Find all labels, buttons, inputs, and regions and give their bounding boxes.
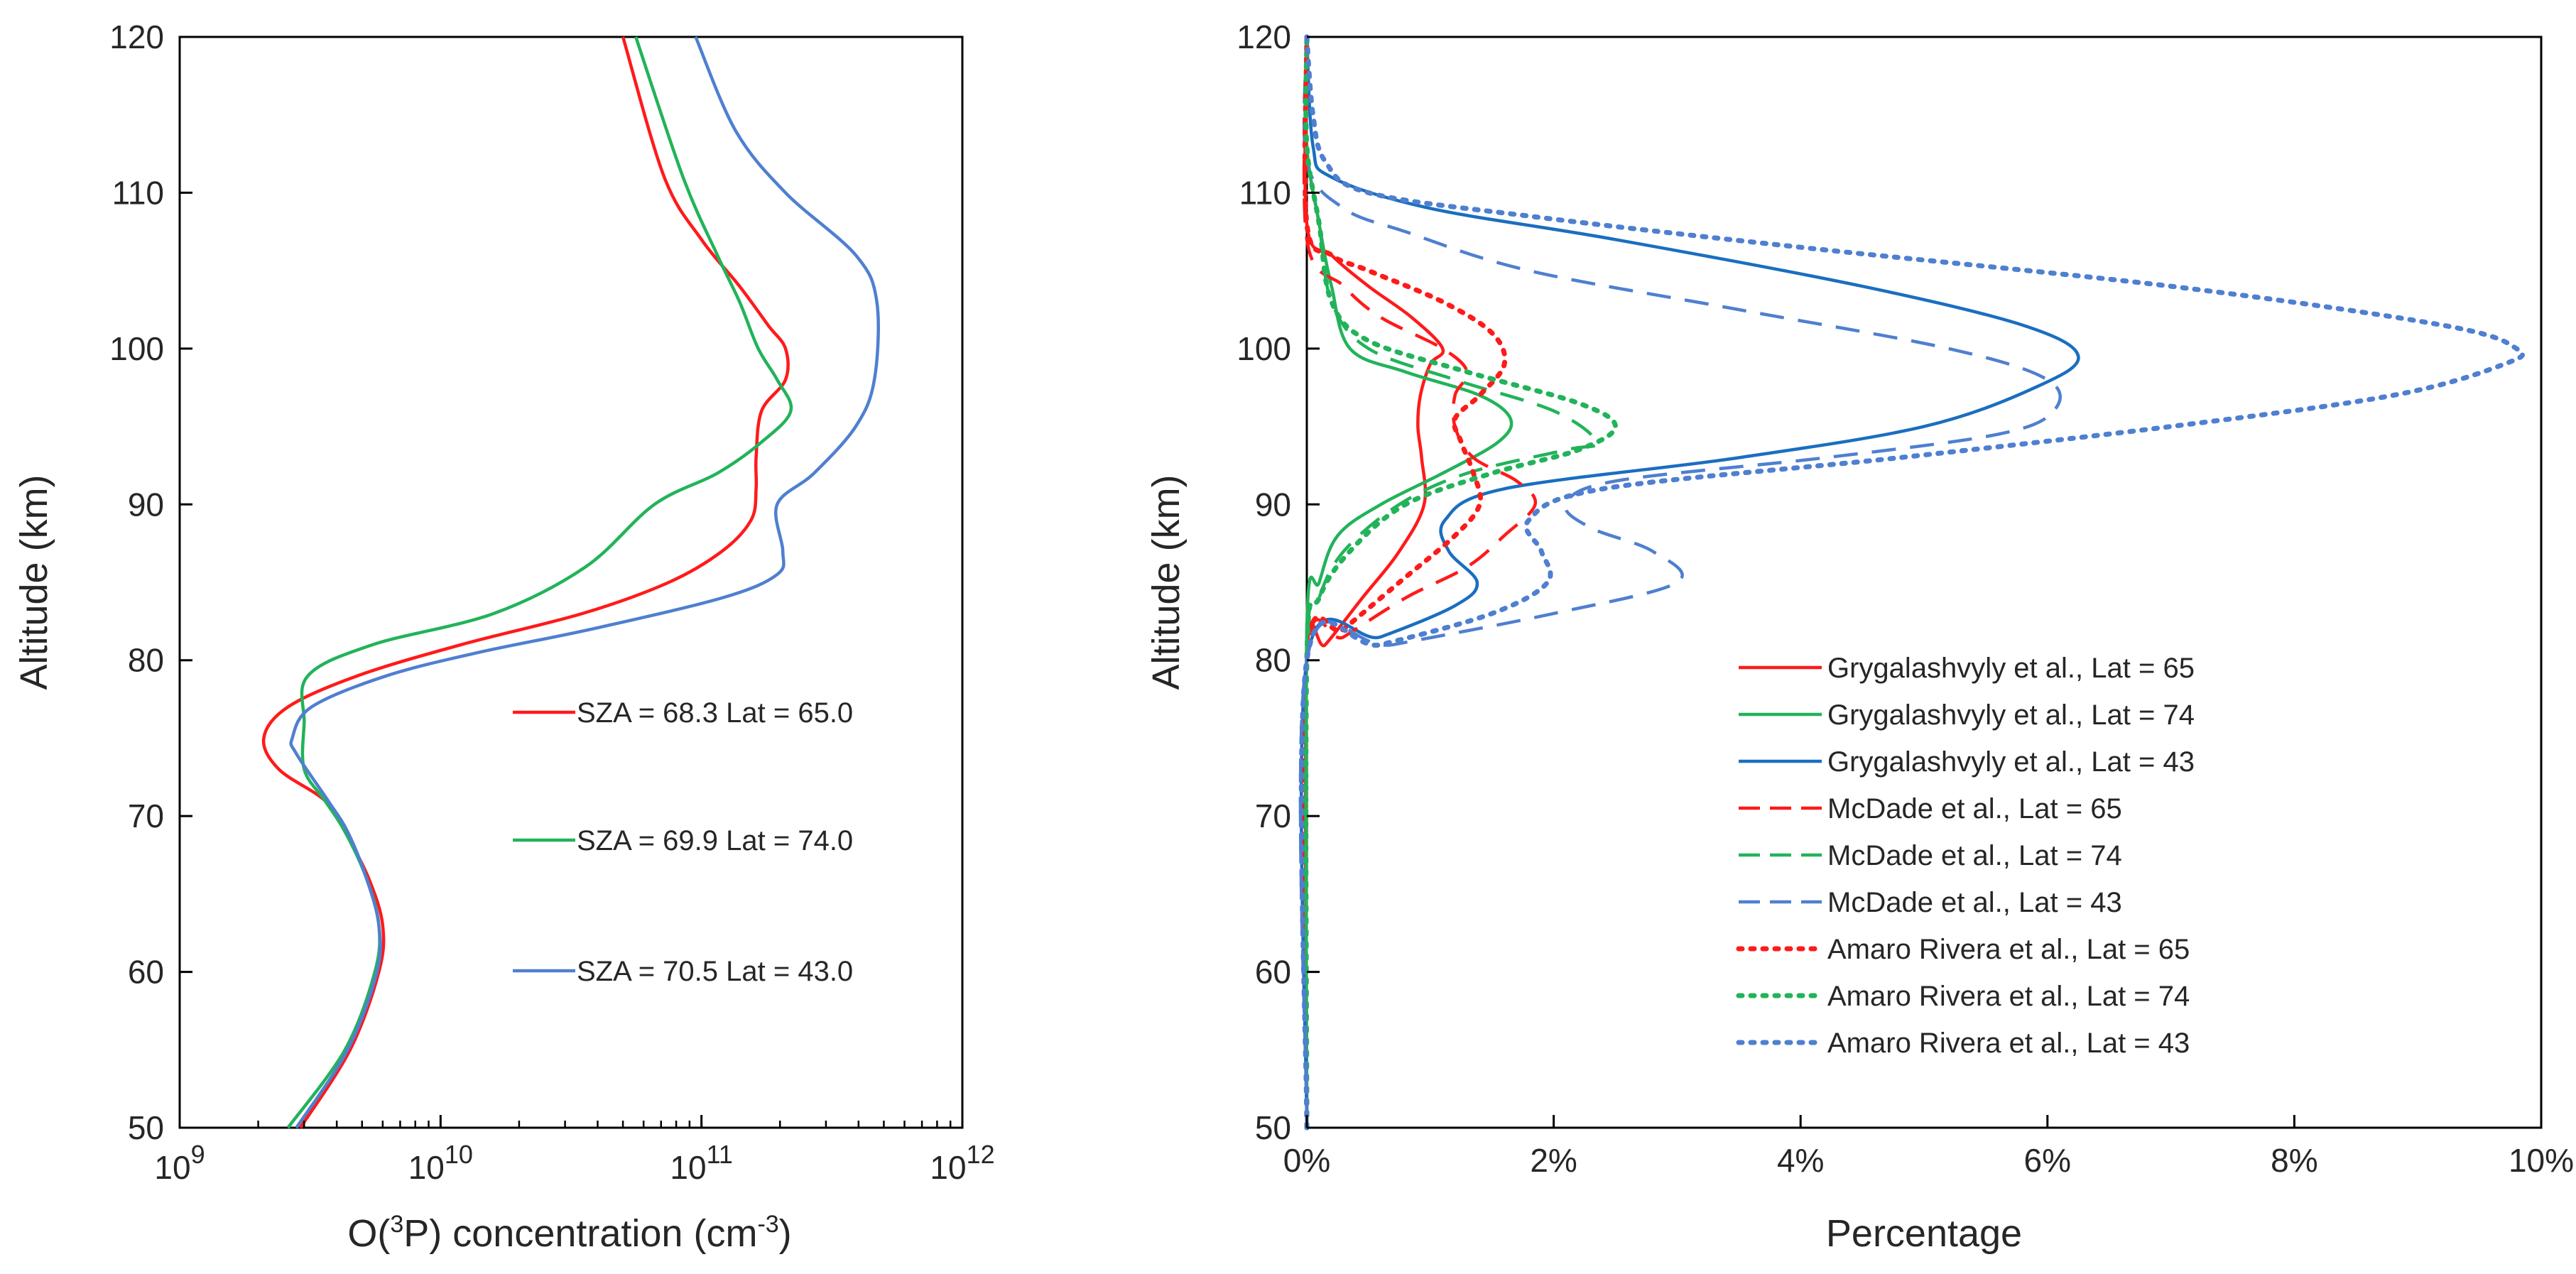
right-y-axis-title: Altitude (km)	[1145, 474, 1188, 690]
right-chart-panel: 0% 2% 4% 6% 8% 10% 50 60 70 80 90 100 110 120 Grygala…	[1145, 18, 2574, 1255]
right-series-line-2	[1304, 36, 1513, 1128]
left-annotation-label-1: SZA = 68.3 Lat = 65.0	[577, 697, 853, 729]
left-plot-frame	[178, 36, 964, 1129]
left-x-tick-label: 1012	[930, 1140, 994, 1186]
left-x-axis-title-part2: P) concentration (cm	[403, 1212, 757, 1255]
left-series-annotations: SZA = 68.3 Lat = 65.0 SZA = 69.9 Lat = 74…	[513, 697, 853, 987]
right-legend: Grygalashvyly et al., Lat = 65 Grygalashv…	[1736, 653, 2195, 1059]
legend-label-1: Grygalashvyly et al., Lat = 65	[1827, 653, 2195, 684]
left-y-tick-label: 60	[128, 954, 164, 991]
legend-label-3: Grygalashvyly et al., Lat = 43	[1827, 746, 2195, 778]
right-y-tick-label: 110	[1239, 174, 1291, 211]
right-series-line-8	[1303, 34, 1618, 1131]
left-series-line-3	[289, 36, 880, 1129]
left-y-axis-title: Altitude (km)	[13, 474, 55, 690]
right-x-tick-label: 2%	[1530, 1142, 1577, 1179]
right-y-tick-label: 90	[1255, 486, 1291, 523]
right-x-tick-label: 10%	[2509, 1142, 2574, 1179]
left-x-axis-title-part3: )	[779, 1212, 792, 1255]
left-y-tick-label: 110	[112, 174, 164, 211]
left-series-line-1	[261, 36, 790, 1129]
right-x-tick-label: 8%	[2271, 1142, 2317, 1179]
right-x-tick-label: 4%	[1777, 1142, 1824, 1179]
right-y-tick-label: 50	[1255, 1109, 1291, 1146]
left-y-tick-label: 70	[128, 797, 164, 834]
left-y-tick-label: 50	[128, 1109, 164, 1146]
left-y-tick-label: 90	[128, 486, 164, 523]
right-y-tick-label: 80	[1255, 642, 1291, 679]
legend-label-4: McDade et al., Lat = 65	[1827, 793, 2122, 824]
right-series-line-7	[1301, 34, 1508, 1131]
left-chart-lines	[261, 36, 880, 1129]
right-x-tick-label: 6%	[2024, 1142, 2071, 1179]
left-x-tick-label: 109	[154, 1140, 205, 1186]
right-y-tick-label: 70	[1255, 797, 1291, 834]
right-series-line-9	[1298, 34, 2526, 1131]
left-x-axis-title-part1: O(	[347, 1212, 390, 1255]
right-x-axis-title: Percentage	[1826, 1212, 2022, 1255]
right-chart-lines	[1298, 34, 2526, 1131]
right-x-tick-label: 0%	[1283, 1142, 1330, 1179]
right-series-line-5	[1304, 36, 1599, 1128]
right-series-line-6	[1298, 36, 2062, 1128]
legend-label-2: Grygalashvyly et al., Lat = 74	[1827, 699, 2195, 731]
right-y-tick-label: 120	[1237, 18, 1291, 55]
left-x-tick-label: 1011	[670, 1140, 733, 1186]
left-x-tick-label: 1010	[408, 1140, 473, 1186]
legend-label-7: Amaro Rivera et al., Lat = 65	[1827, 934, 2190, 965]
left-x-axis-title-sup1: 3	[390, 1211, 403, 1238]
left-x-axis-title: O(3P) concentration (cm-3)	[347, 1211, 791, 1255]
left-chart-panel: 109 1010 1011 1012 50 60 70 80 90 100 110 120 SZA =…	[13, 18, 995, 1255]
right-y-tick-label: 60	[1255, 954, 1291, 991]
right-series-line-3	[1300, 36, 2080, 1128]
left-axis-ticks: 109 1010 1011 1012 50 60 70 80 90 100 110 120	[109, 18, 994, 1186]
left-y-tick-label: 120	[109, 18, 164, 55]
left-y-tick-label: 80	[128, 642, 164, 679]
left-y-tick-label: 100	[109, 330, 164, 367]
legend-label-5: McDade et al., Lat = 74	[1827, 840, 2122, 871]
legend-label-8: Amaro Rivera et al., Lat = 74	[1827, 981, 2190, 1012]
right-plot-frame	[1305, 36, 2543, 1129]
legend-label-6: McDade et al., Lat = 43	[1827, 887, 2122, 918]
legend-label-9: Amaro Rivera et al., Lat = 43	[1827, 1028, 2190, 1059]
right-y-tick-label: 100	[1237, 330, 1291, 367]
left-annotation-label-2: SZA = 69.9 Lat = 74.0	[577, 825, 853, 856]
left-x-axis-title-sup2: -3	[757, 1211, 778, 1238]
right-axis-ticks: 0% 2% 4% 6% 8% 10% 50 60 70 80 90 100 110 120	[1237, 18, 2574, 1179]
left-annotation-label-3: SZA = 70.5 Lat = 43.0	[577, 956, 853, 987]
